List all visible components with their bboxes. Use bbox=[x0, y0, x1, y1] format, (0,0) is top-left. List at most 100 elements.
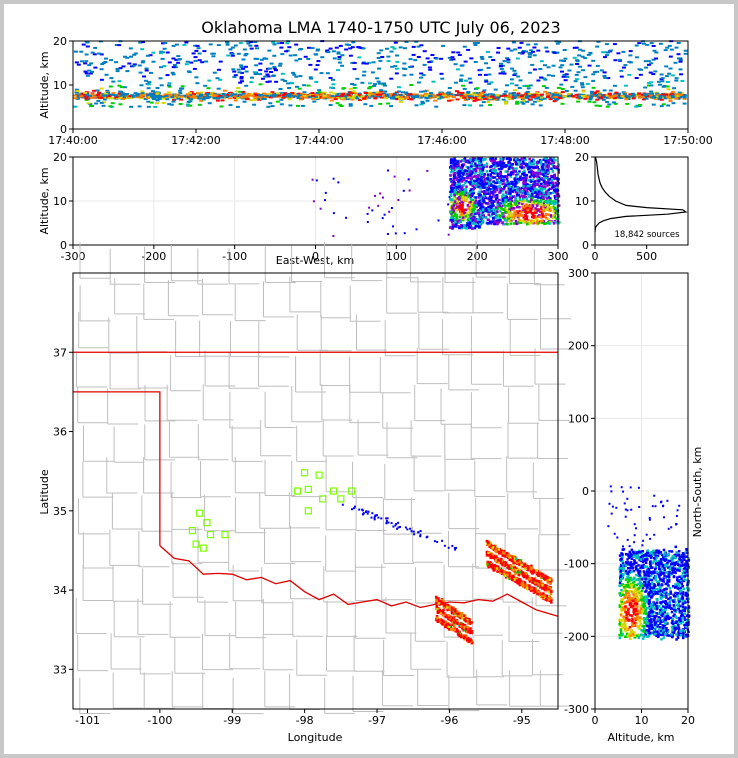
time-height-source bbox=[599, 69, 604, 72]
east-west-source bbox=[471, 216, 475, 220]
time-height-source bbox=[381, 92, 386, 95]
time-height-source bbox=[268, 67, 272, 70]
time-height-source bbox=[488, 104, 493, 106]
time-height-source bbox=[248, 44, 253, 47]
east-west-source bbox=[476, 196, 479, 199]
plan-view-source bbox=[443, 622, 446, 625]
east-west-source bbox=[472, 157, 475, 160]
east-west-source bbox=[540, 213, 544, 216]
east-west-source bbox=[524, 195, 528, 199]
east-west-source bbox=[511, 180, 514, 184]
time-height-source bbox=[487, 82, 492, 85]
east-west-source bbox=[469, 180, 472, 184]
east-west-source bbox=[552, 202, 556, 206]
time-height-source bbox=[340, 94, 345, 97]
time-height-source bbox=[534, 97, 539, 100]
time-height-source bbox=[478, 73, 482, 76]
east-west-source bbox=[482, 216, 485, 219]
east-west-source bbox=[512, 188, 515, 192]
time-height-source bbox=[618, 58, 622, 61]
east-west-source bbox=[311, 178, 314, 181]
east-west-source bbox=[522, 176, 525, 180]
east-west-source bbox=[481, 196, 484, 199]
county-line bbox=[354, 531, 386, 568]
time-height-source bbox=[348, 104, 353, 107]
time-height-source bbox=[158, 97, 163, 100]
time-height-source bbox=[261, 98, 266, 100]
east-west-source bbox=[514, 170, 517, 173]
time-height-source bbox=[165, 51, 170, 54]
east-west-source bbox=[528, 194, 531, 197]
east-west-source bbox=[504, 204, 507, 208]
county-line bbox=[532, 462, 564, 499]
time-height-source bbox=[487, 73, 492, 76]
east-west-source bbox=[488, 209, 491, 212]
time-height-source bbox=[414, 104, 419, 107]
time-height-source bbox=[367, 96, 372, 99]
time-height-source bbox=[551, 97, 556, 100]
time-height-source bbox=[352, 61, 357, 64]
east-west-source bbox=[502, 162, 505, 165]
east-west-source bbox=[530, 194, 534, 198]
east-west-source bbox=[456, 160, 459, 163]
east-west-source bbox=[486, 202, 490, 205]
time-height-source bbox=[601, 51, 606, 54]
east-west-source bbox=[534, 199, 537, 202]
east-west-source bbox=[519, 195, 522, 198]
time-height-source bbox=[515, 57, 520, 60]
east-west-source bbox=[505, 195, 508, 199]
east-west-source bbox=[555, 200, 558, 203]
east-west-source bbox=[451, 208, 454, 211]
time-height-source bbox=[489, 81, 494, 84]
time-height-source bbox=[178, 103, 183, 105]
east-west-source bbox=[482, 180, 485, 183]
time-height-source bbox=[279, 98, 284, 101]
time-height-source bbox=[403, 96, 408, 98]
time-height-source bbox=[228, 104, 233, 107]
time-height-source bbox=[467, 95, 472, 98]
east-west-source bbox=[520, 219, 523, 222]
east-west-source bbox=[555, 177, 558, 180]
time-height-source bbox=[555, 97, 560, 100]
east-west-source bbox=[449, 218, 453, 222]
east-west-source bbox=[472, 212, 476, 216]
time-height-source bbox=[99, 87, 104, 90]
time-height-source bbox=[333, 98, 338, 101]
time-height-source bbox=[491, 59, 496, 61]
time-height-source bbox=[287, 87, 292, 89]
time-height-source bbox=[627, 60, 632, 63]
time-height-source bbox=[216, 97, 220, 100]
histogram-ytick-label: 20 bbox=[575, 151, 589, 164]
time-height-source bbox=[73, 105, 78, 108]
time-height-source bbox=[140, 48, 145, 51]
time-height-source bbox=[85, 74, 90, 77]
east-west-source bbox=[537, 169, 540, 172]
east-west-source bbox=[542, 170, 545, 174]
time-height-source bbox=[385, 94, 390, 97]
east-west-source bbox=[507, 182, 510, 185]
east-west-source bbox=[490, 165, 493, 168]
time-height-source bbox=[628, 54, 633, 57]
time-height-source bbox=[565, 75, 570, 78]
east-west-source bbox=[460, 213, 463, 216]
county-line bbox=[506, 283, 538, 320]
time-height-source bbox=[218, 78, 223, 81]
county-line bbox=[111, 493, 143, 530]
east-west-source bbox=[537, 179, 540, 183]
east-west-source bbox=[458, 213, 462, 216]
county-line bbox=[413, 455, 445, 492]
time-height-source bbox=[525, 95, 530, 98]
time-height-source bbox=[75, 90, 80, 92]
east-west-source bbox=[461, 190, 464, 194]
county-line bbox=[354, 602, 386, 639]
east-west-source bbox=[469, 177, 473, 181]
east-west-source bbox=[480, 190, 484, 193]
county-line bbox=[325, 456, 357, 493]
time-height-source bbox=[501, 70, 506, 73]
plan-view-source bbox=[452, 606, 455, 610]
time-height-source bbox=[264, 96, 269, 98]
time-height-source bbox=[593, 91, 598, 94]
east-west-source bbox=[458, 198, 461, 201]
east-west-source bbox=[534, 195, 537, 198]
time-height-source bbox=[90, 93, 95, 96]
